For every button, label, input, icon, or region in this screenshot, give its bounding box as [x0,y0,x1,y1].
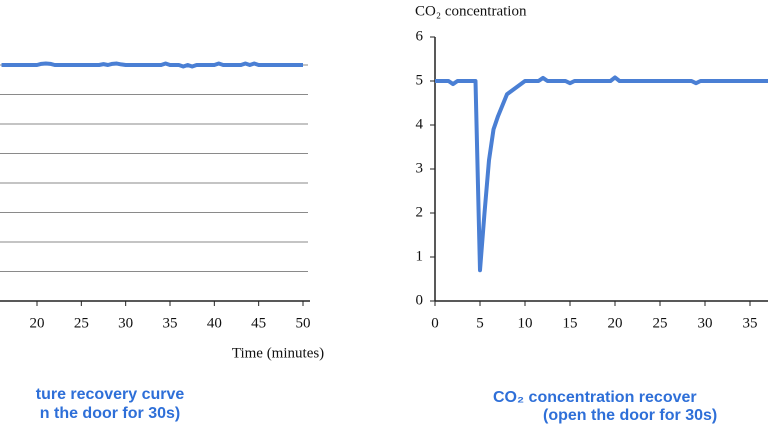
x-tick-label: 30 [118,315,133,331]
x-tick-label: 45 [251,315,266,331]
chart-title: CO₂ concentration [415,3,527,19]
caption: CO₂ concentration recover [493,389,697,406]
caption: ture recovery curve [36,386,185,403]
data-line [1,61,303,69]
data-line [435,75,768,273]
y-tick-label: 6 [416,28,424,44]
x-tick-label: 0 [431,315,439,331]
caption: (open the door for 30s) [543,407,717,424]
y-tick-label: 3 [416,160,424,176]
x-tick-label: 35 [163,315,178,331]
y-tick-label: 4 [416,116,424,132]
x-tick-label: 25 [653,315,668,331]
y-tick-label: 1 [416,248,424,264]
x-tick-label: 25 [74,315,89,331]
x-tick-label: 15 [563,315,578,331]
caption: n the door for 30s) [40,405,180,422]
y-tick-label: 2 [416,204,424,220]
y-tick-label: 5 [416,72,424,88]
x-axis-label: Time (minutes) [232,345,324,361]
x-tick-label: 35 [743,315,758,331]
y-tick-label: 0 [416,292,424,308]
x-tick-label: 10 [518,315,533,331]
x-tick-label: 20 [30,315,45,331]
x-tick-label: 50 [296,315,311,331]
x-tick-label: 20 [608,315,623,331]
x-tick-label: 30 [698,315,713,331]
x-tick-label: 5 [476,315,484,331]
x-tick-label: 40 [207,315,222,331]
